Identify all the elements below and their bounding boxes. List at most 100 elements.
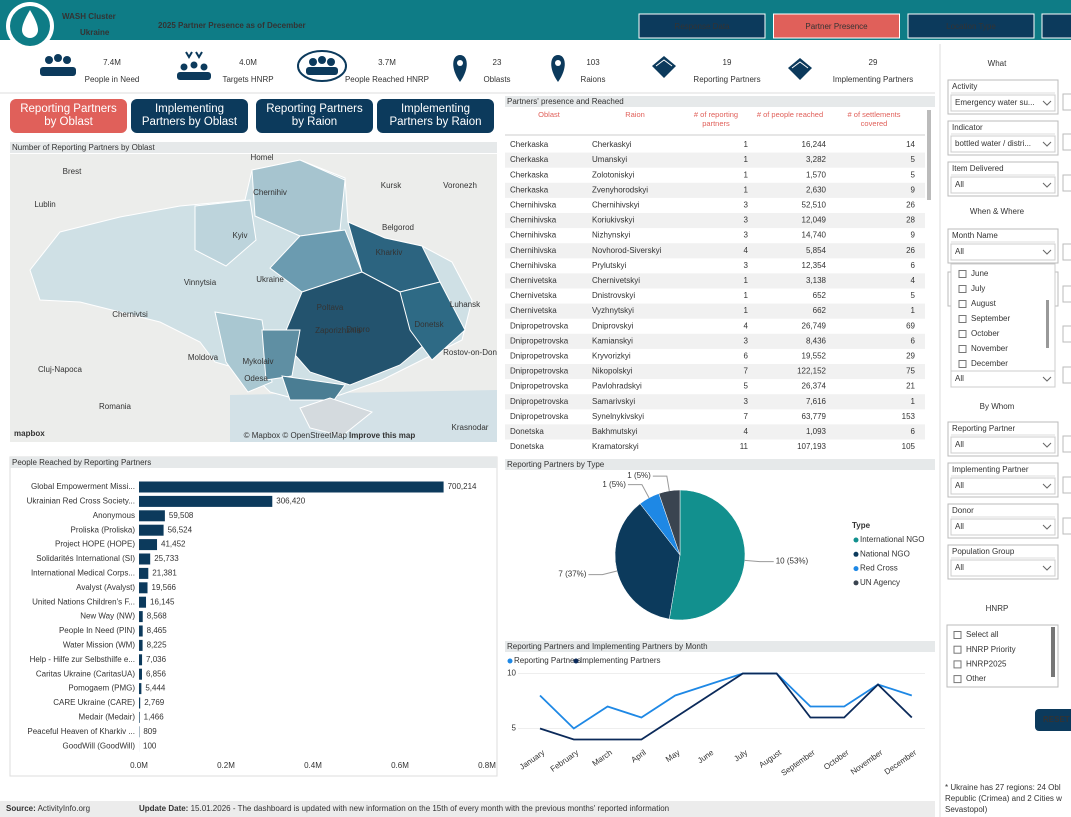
dropdown-value[interactable]: All (955, 481, 964, 490)
option-label[interactable]: December (971, 359, 1008, 368)
dropdown[interactable] (950, 559, 1056, 577)
dropdown[interactable] (950, 370, 1056, 388)
checkbox[interactable] (953, 660, 962, 669)
nav-button[interactable] (638, 13, 766, 39)
legend-swatch (853, 537, 859, 543)
chevron (1042, 100, 1052, 106)
table-header: # of people reached (756, 110, 824, 119)
dropdown-value[interactable]: bottled water / distri... (955, 139, 1031, 148)
dropdown-value[interactable]: All (955, 180, 964, 189)
checkbox[interactable] (953, 645, 962, 654)
dropdown[interactable] (950, 436, 1056, 454)
kpi-label: Targets HNRP (222, 75, 273, 84)
nav-label[interactable]: Partner Presence (805, 22, 868, 31)
option-label[interactable]: November (971, 344, 1008, 353)
icon (457, 60, 463, 66)
checkbox[interactable] (953, 631, 962, 639)
side-box (1062, 476, 1071, 494)
table-cell: 3,282 (806, 155, 827, 164)
bar-category-label: Global Empowerment Missi... (31, 482, 135, 491)
table-cell: 5 (911, 155, 916, 164)
checkbox[interactable] (953, 675, 962, 684)
side-box (1062, 133, 1071, 151)
nav-label[interactable]: Location Type (946, 22, 996, 31)
dropdown-value[interactable]: All (955, 563, 964, 572)
nav-button[interactable] (773, 13, 900, 39)
map-region (251, 159, 346, 237)
map-improve[interactable]: Improve this map (349, 431, 415, 440)
table-cell: 9 (911, 231, 916, 240)
dropdown[interactable] (950, 176, 1056, 194)
nav-button[interactable] (1041, 13, 1071, 39)
checkbox[interactable] (958, 345, 967, 353)
table-cell: Zvenyhorodskyi (592, 185, 648, 194)
checkbox[interactable] (958, 285, 967, 293)
map-label: Donetsk (414, 320, 444, 329)
nav-button[interactable] (907, 13, 1035, 39)
dropdown-value[interactable]: All (955, 522, 964, 531)
scrollbar[interactable] (927, 110, 931, 200)
table-header: # of reporting partners (693, 110, 739, 128)
bar (139, 697, 141, 709)
table-cell: Kryvorizkyi (592, 352, 631, 361)
map-label: Ukraine (256, 275, 284, 284)
nav-label[interactable]: Response Data (674, 22, 730, 31)
table-cell: 6 (911, 427, 916, 436)
kpi-value: 23 (493, 58, 502, 67)
option-label[interactable]: Select all (966, 630, 999, 639)
table-row-band (505, 213, 925, 229)
table-cell: Cherkaskyi (592, 140, 632, 149)
line-series (539, 672, 913, 741)
icon (791, 61, 809, 69)
chevron (1042, 141, 1052, 147)
dropdown[interactable] (950, 243, 1056, 261)
table-cell: 3,138 (806, 276, 827, 285)
x-tick-label: 0.6M (391, 761, 409, 770)
table-cell: Chernihivska (510, 261, 557, 270)
tab-button[interactable]: Implementing Partners by Raion (377, 99, 494, 133)
option-label[interactable]: October (971, 329, 1000, 338)
option-label[interactable]: HNRP Priority (966, 645, 1016, 654)
dropdown-value[interactable]: Emergency water su... (955, 98, 1035, 107)
table-cell: 1 (911, 306, 916, 315)
table-cell: Dnipropetrovska (510, 382, 569, 391)
checkbox[interactable] (958, 300, 967, 308)
option-label[interactable]: August (971, 299, 997, 308)
tab-button[interactable]: Implementing Partners by Oblast (131, 99, 248, 133)
checkbox[interactable] (958, 270, 967, 278)
option-label[interactable]: July (971, 284, 985, 293)
dropdown-value[interactable]: All (955, 440, 964, 449)
dropdown[interactable] (950, 135, 1056, 153)
option-label[interactable]: HNRP2025 (966, 660, 1007, 669)
reset-label[interactable]: RESET (1043, 715, 1070, 724)
map-label: Moldova (188, 353, 219, 362)
table-cell: 1,093 (806, 427, 827, 436)
dropdown[interactable] (950, 518, 1056, 536)
checkbox[interactable] (958, 330, 967, 338)
legend-label: International NGO (860, 535, 924, 544)
dropdown-value[interactable]: All (955, 247, 964, 256)
map-label: Odesa (244, 374, 268, 383)
option-label[interactable]: Other (966, 674, 986, 683)
dropdown[interactable] (950, 94, 1056, 112)
kpi-label: Oblasts (483, 75, 510, 84)
icon (453, 55, 467, 82)
map-label: Lublin (34, 200, 55, 209)
table-cell: 1 (744, 185, 749, 194)
checkbox[interactable] (958, 315, 967, 323)
tab-button[interactable]: Reporting Partners by Oblast (10, 99, 127, 133)
bar-value-label: 21,381 (152, 569, 177, 578)
table-cell: 5 (911, 170, 916, 179)
x-tick-label: June (696, 748, 716, 766)
checkbox[interactable] (958, 360, 967, 368)
dropdown[interactable] (950, 477, 1056, 495)
icon (655, 59, 673, 67)
bar-category-label: Caritas Ukraine (CaritasUA) (36, 669, 135, 678)
option-label[interactable]: June (971, 269, 989, 278)
tab-button[interactable]: Reporting Partners by Raion (256, 99, 373, 133)
option-label[interactable]: September (971, 314, 1010, 323)
dropdown-value[interactable]: All (955, 374, 964, 383)
reset-button[interactable] (1035, 709, 1071, 731)
bar-value-label: 700,214 (448, 482, 477, 491)
filter-section-title: HNRP (986, 604, 1009, 613)
